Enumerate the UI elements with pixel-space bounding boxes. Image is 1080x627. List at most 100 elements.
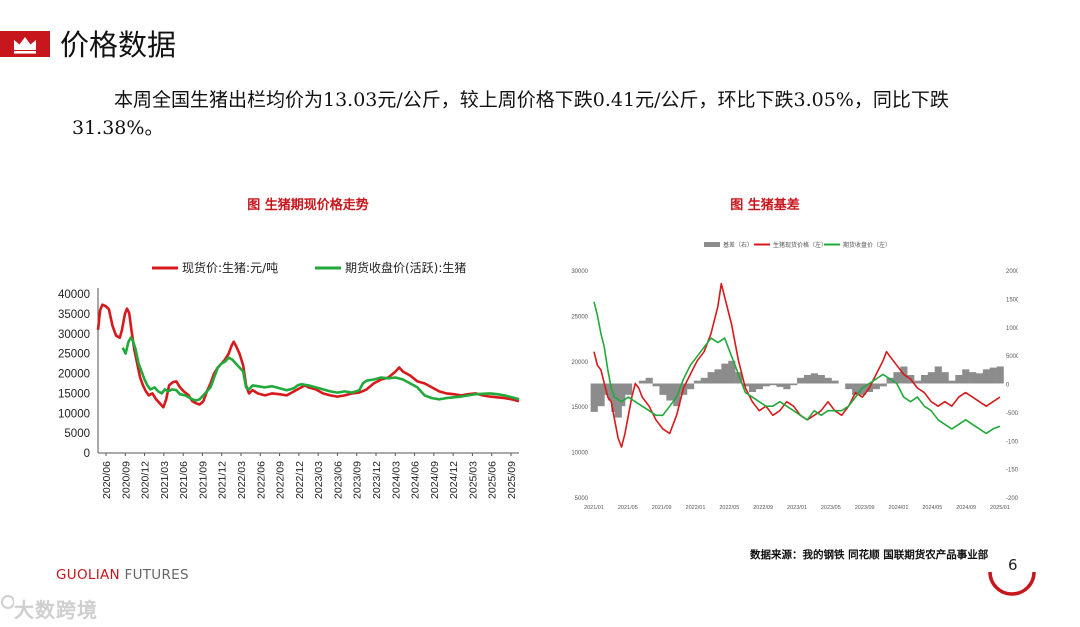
watermark-text: 大数跨境: [14, 598, 98, 622]
x-tick-label: 2022/03: [236, 461, 248, 499]
basis-bar: [714, 369, 722, 384]
x-tick-label: 2025/09: [506, 461, 518, 499]
crown-logo-box: [0, 31, 50, 57]
x-tick-label: 2023/09: [352, 461, 364, 499]
series-line-futures: [593, 301, 1001, 435]
chart1-title: 图 生猪期现价格走势: [247, 198, 369, 213]
x-tick-label: 2025/03: [467, 461, 479, 499]
basis-bar: [686, 383, 695, 390]
x-tick-label: 2021/12: [217, 461, 229, 499]
x-tick-label: 2020/09: [120, 461, 132, 499]
basis-bar: [797, 377, 805, 384]
x-tick-label: 2022/01: [686, 505, 706, 511]
x-tick-label: 2024/05: [922, 505, 942, 511]
basis-bar: [927, 372, 935, 384]
basis-bar: [831, 380, 839, 384]
x-tick-label: 2024/01: [889, 505, 909, 511]
basis-bar: [783, 383, 791, 390]
basis-bar: [790, 383, 798, 386]
basis-bar: [728, 360, 736, 384]
x-tick-label: 2023/09: [855, 505, 875, 511]
x-tick-label: 2021/03: [159, 461, 171, 499]
basis-bar: [969, 372, 977, 384]
basis-bar: [893, 372, 901, 384]
y-tick-label: 30000: [58, 329, 90, 341]
y-tick-label: 15000: [58, 388, 90, 400]
x-tick-label: 2024/09: [956, 505, 976, 511]
basis-bar: [982, 369, 991, 384]
x-tick-label: 2023/01: [787, 505, 807, 511]
x-tick-label: 2022/05: [719, 505, 739, 511]
y-right-tick-label: 15000: [1006, 297, 1018, 303]
x-tick-label: 2023/03: [313, 461, 325, 499]
basis-bar: [769, 383, 777, 386]
x-tick-label: 2022/09: [275, 461, 287, 499]
basis-bar: [748, 383, 757, 393]
basis-bar: [879, 383, 887, 387]
basis-bar: [996, 366, 1004, 384]
x-tick-label: 2021/01: [584, 505, 604, 511]
basis-bar: [920, 374, 929, 384]
basis-bar: [707, 372, 715, 384]
legend-label: 期货收盘价（左）: [843, 241, 891, 249]
basis-bar: [618, 383, 626, 407]
x-tick-label: 2023/06: [332, 461, 344, 499]
summary-paragraph: 本周全国生猪出栏均价为13.03元/公斤，较上周价格下跌0.41元/公斤，环比下…: [72, 89, 949, 139]
x-tick-label: 2022/12: [294, 461, 306, 499]
x-tick-label: 2025/06: [487, 461, 499, 499]
y-left-tick-label: 10000: [571, 451, 588, 457]
x-tick-label: 2021/09: [197, 461, 209, 499]
y-tick-label: 20000: [58, 369, 90, 381]
basis-bar: [762, 383, 770, 387]
x-tick-label: 2024/09: [429, 461, 441, 499]
y-tick-label: 0: [84, 448, 90, 460]
basis-chart: 5000 10000 15000 20000 25000 30000 -20000 -1500…: [571, 241, 1018, 511]
basis-bar: [914, 380, 922, 384]
x-tick-label: 2021/05: [618, 505, 638, 511]
brand-sub: FUTURES: [119, 567, 189, 583]
basis-bar: [666, 383, 674, 401]
basis-bar: [934, 366, 942, 384]
x-tick-label: 2023/05: [821, 505, 841, 511]
x-tick-label: 2024/03: [390, 461, 402, 499]
legend-label: 基差（右）: [723, 241, 753, 249]
basis-bar: [659, 383, 667, 395]
y-left-tick-label: 25000: [571, 314, 588, 320]
x-tick-label: 2021/06: [178, 461, 190, 499]
x-tick-label: 2025/01: [990, 505, 1010, 511]
basis-bar: [824, 377, 832, 384]
x-tick-label: 2024/06: [410, 461, 422, 499]
x-tick-label: 2024/12: [448, 461, 460, 499]
series-line-spot: [593, 282, 1001, 448]
basis-bar: [941, 372, 949, 384]
crown-icon: [14, 37, 36, 54]
basis-bar: [645, 377, 653, 384]
basis-bar: [721, 363, 729, 384]
y-right-tick-label: 10000: [1006, 326, 1018, 332]
basis-bar: [989, 367, 997, 384]
basis-bar: [693, 380, 702, 384]
basis-bar: [886, 377, 894, 384]
y-tick-label: 40000: [58, 289, 90, 301]
legend-swatch: [704, 242, 720, 247]
basis-bar: [735, 372, 743, 384]
spot-futures-price-chart: 0 5000 10000 15000 20000 25000 30000 35000 40000…: [58, 260, 520, 499]
basis-bar: [817, 374, 825, 384]
y-right-tick-label: -10000: [1006, 439, 1018, 445]
watermark-icon: [1, 595, 14, 609]
series-line-spot: [96, 303, 520, 409]
page-number: 6: [1008, 556, 1018, 574]
basis-bar: [962, 369, 970, 384]
basis-bar: [955, 374, 963, 384]
chart2-title: 图 生猪基差: [730, 198, 800, 213]
brand-logo: GUOLIAN FUTURES: [56, 567, 189, 583]
x-tick-label: 2020/06: [101, 461, 113, 499]
page-arc-decoration: [988, 571, 1036, 596]
y-right-tick-label: -20000: [1006, 496, 1018, 502]
basis-bar: [776, 383, 784, 387]
basis-bar: [858, 383, 867, 395]
basis-bar: [638, 380, 646, 384]
y-tick-label: 5000: [64, 428, 90, 440]
x-tick-label: 2020/12: [140, 461, 152, 499]
data-source: 数据来源：我的钢铁 同花顺 国联期货农产品事业部: [750, 549, 989, 561]
